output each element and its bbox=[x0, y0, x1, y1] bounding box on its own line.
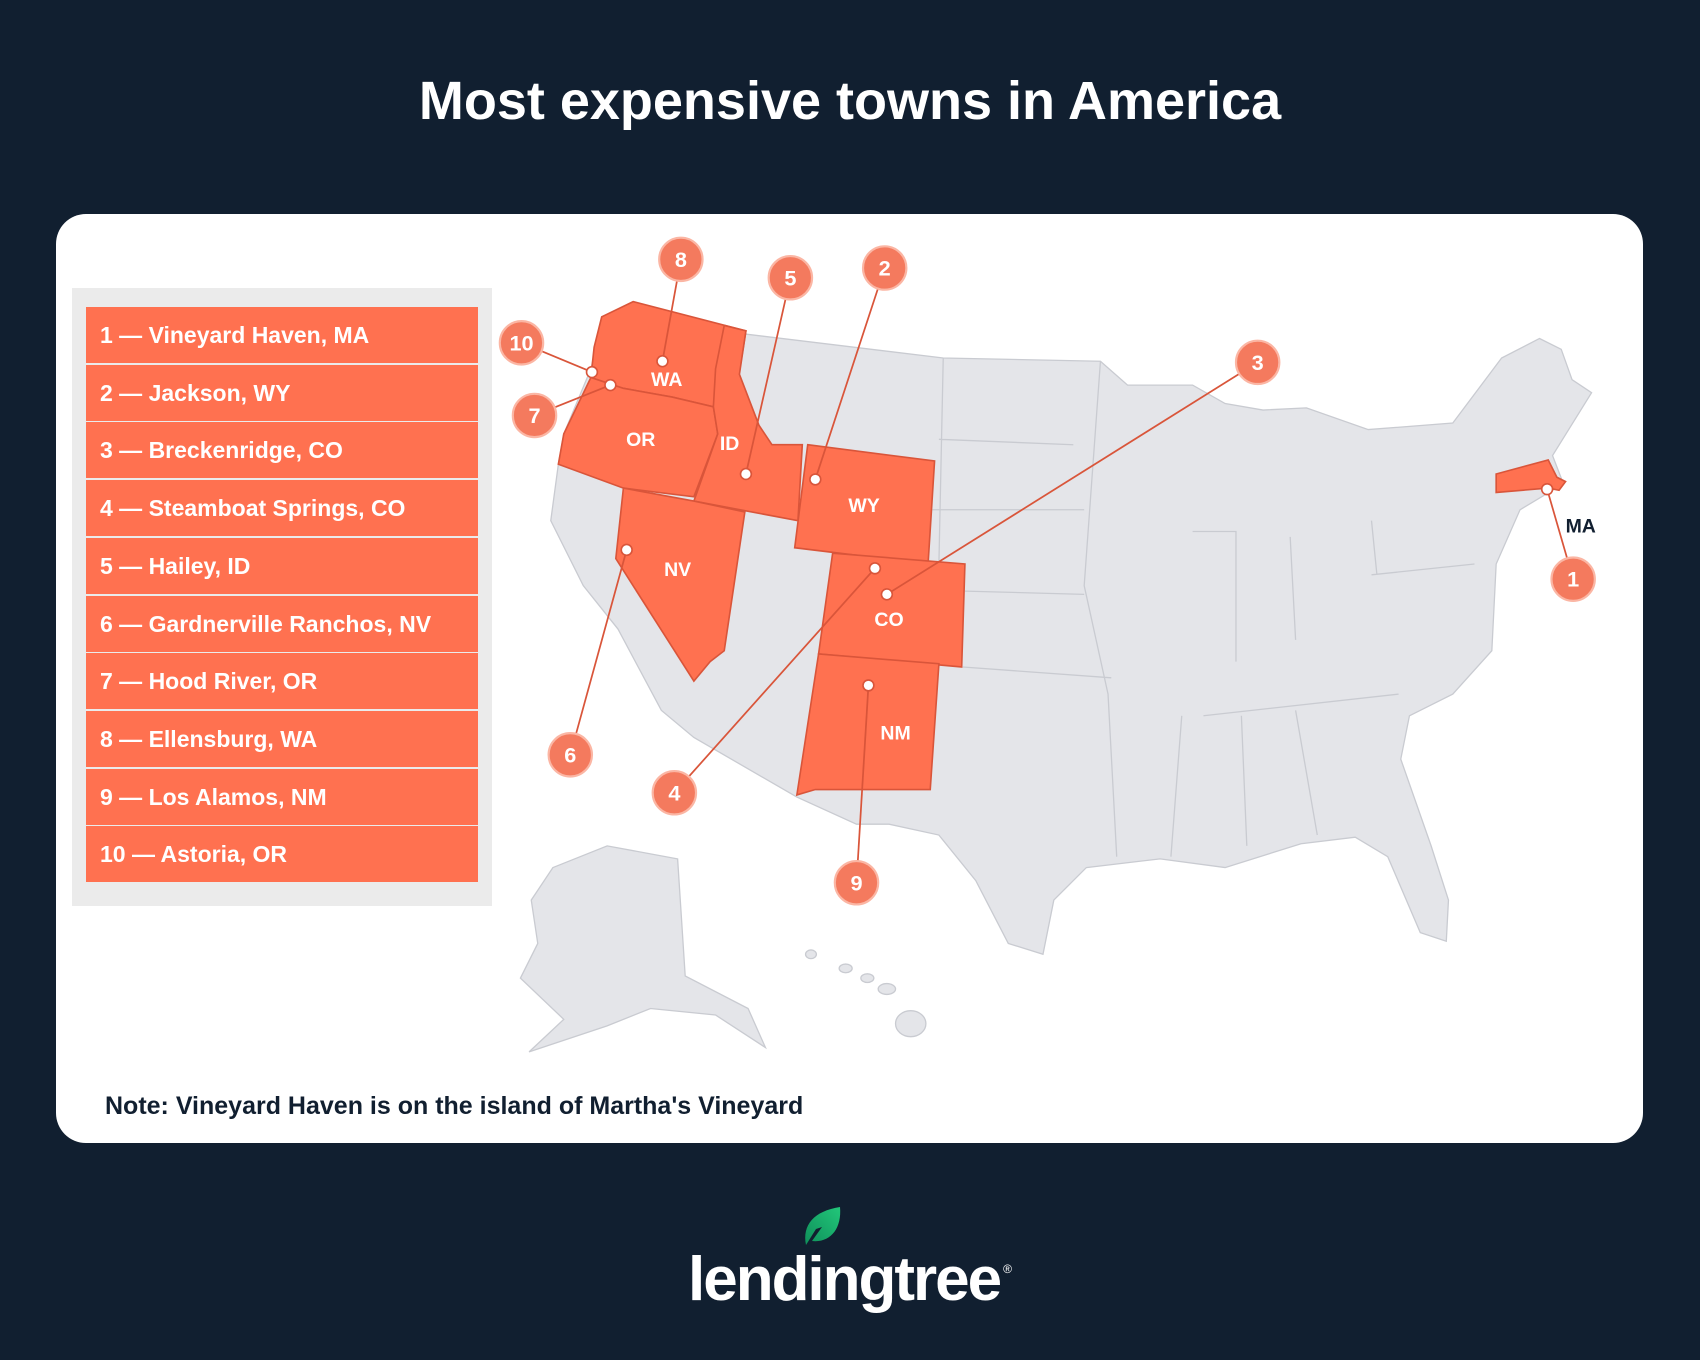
legend-item: 2 — Jackson, WY bbox=[86, 364, 478, 421]
legend-item: 7 — Hood River, OR bbox=[86, 653, 478, 710]
marker-badge bbox=[1550, 556, 1596, 602]
marker-5[interactable]: 5 bbox=[739, 255, 814, 481]
state-nv bbox=[614, 487, 746, 683]
leader-line bbox=[745, 277, 792, 475]
state-label-or: OR bbox=[626, 429, 655, 451]
marker-badge bbox=[833, 859, 880, 906]
legend-item: 5 — Hailey, ID bbox=[86, 537, 478, 594]
marker-badge bbox=[767, 255, 814, 301]
legend-item: 9 — Los Alamos, NM bbox=[86, 768, 478, 825]
marker-10[interactable]: 10 bbox=[498, 320, 599, 379]
state-nm bbox=[795, 653, 940, 797]
state-borders bbox=[932, 357, 1475, 857]
location-dot bbox=[739, 467, 753, 481]
marker-2[interactable]: 2 bbox=[809, 245, 908, 486]
marker-number: 1 bbox=[1567, 567, 1579, 592]
state-label-wy: WY bbox=[848, 495, 879, 517]
location-dot bbox=[862, 679, 875, 692]
location-dot bbox=[604, 378, 617, 392]
marker-number: 7 bbox=[528, 403, 540, 428]
state-label-nm: NM bbox=[880, 723, 910, 745]
hawaii-island bbox=[877, 982, 897, 996]
marker-number: 4 bbox=[668, 780, 680, 805]
marker-badge bbox=[658, 236, 704, 283]
location-dot bbox=[656, 355, 669, 368]
highlighted-states bbox=[557, 300, 1567, 797]
legend-item: 8 — Ellensburg, WA bbox=[86, 710, 478, 767]
hawaii-island bbox=[894, 1010, 927, 1038]
registered-mark: ® bbox=[1003, 1262, 1012, 1276]
marker-number: 8 bbox=[675, 247, 687, 272]
location-dot bbox=[880, 588, 894, 601]
marker-3[interactable]: 3 bbox=[880, 339, 1281, 601]
leader-line bbox=[886, 361, 1259, 596]
marker-number: 5 bbox=[784, 265, 796, 290]
footnote: Note: Vineyard Haven is on the island of… bbox=[105, 1092, 804, 1120]
legend-item: 4 — Steamboat Springs, CO bbox=[86, 480, 478, 537]
marker-number: 10 bbox=[509, 330, 533, 355]
leader-line bbox=[814, 267, 886, 480]
state-label-id: ID bbox=[720, 433, 740, 455]
leader-line bbox=[673, 567, 876, 794]
marker-number: 9 bbox=[850, 870, 862, 895]
leader-line bbox=[855, 685, 870, 883]
legend-item: 10 — Astoria, OR bbox=[86, 826, 478, 883]
marker-8[interactable]: 8 bbox=[656, 236, 704, 368]
leader-line bbox=[569, 549, 628, 756]
marker-badge bbox=[498, 320, 545, 366]
alaska bbox=[519, 845, 767, 1053]
location-dot bbox=[620, 543, 633, 557]
legend-item: 3 — Breckenridge, CO bbox=[86, 422, 478, 479]
hawaii-island bbox=[860, 973, 875, 984]
location-dot bbox=[809, 473, 822, 486]
location-dot bbox=[868, 562, 882, 575]
marker-9[interactable]: 9 bbox=[833, 679, 880, 906]
legend-item: 1 — Vineyard Haven, MA bbox=[86, 307, 478, 363]
marker-badge bbox=[861, 245, 908, 291]
marker-badge bbox=[511, 392, 558, 439]
marker-7[interactable]: 7 bbox=[511, 378, 617, 439]
state-co bbox=[817, 552, 966, 668]
location-dot bbox=[1540, 482, 1554, 496]
state-id bbox=[692, 324, 804, 522]
hawaii-island bbox=[838, 963, 853, 974]
page-title: Most expensive towns in America bbox=[418, 71, 1282, 131]
marker-4[interactable]: 4 bbox=[651, 562, 882, 816]
marker-number: 6 bbox=[564, 742, 576, 767]
hawaii-island bbox=[804, 949, 818, 960]
state-label-ma: MA bbox=[1566, 516, 1596, 538]
marker-badge bbox=[547, 732, 594, 778]
logo-text: lendingtree bbox=[687, 1245, 1002, 1314]
marker-1[interactable]: 1 bbox=[1540, 482, 1596, 602]
marker-number: 3 bbox=[1252, 350, 1264, 375]
legend-item: 6 — Gardnerville Ranchos, NV bbox=[86, 595, 478, 652]
location-dot bbox=[585, 365, 599, 379]
state-label-nv: NV bbox=[664, 559, 691, 581]
state-label-wa: WA bbox=[651, 369, 682, 391]
marker-badge bbox=[651, 769, 698, 816]
state-label-co: CO bbox=[874, 609, 903, 631]
legend: 1 — Vineyard Haven, MA 2 — Jackson, WY 3 —… bbox=[72, 288, 492, 906]
marker-number: 2 bbox=[879, 256, 891, 281]
lendingtree-logo: lendingtree ® bbox=[0, 1205, 1700, 1325]
leaf-icon bbox=[805, 1207, 841, 1245]
marker-badge bbox=[1234, 339, 1281, 386]
marker-6[interactable]: 6 bbox=[547, 543, 633, 778]
